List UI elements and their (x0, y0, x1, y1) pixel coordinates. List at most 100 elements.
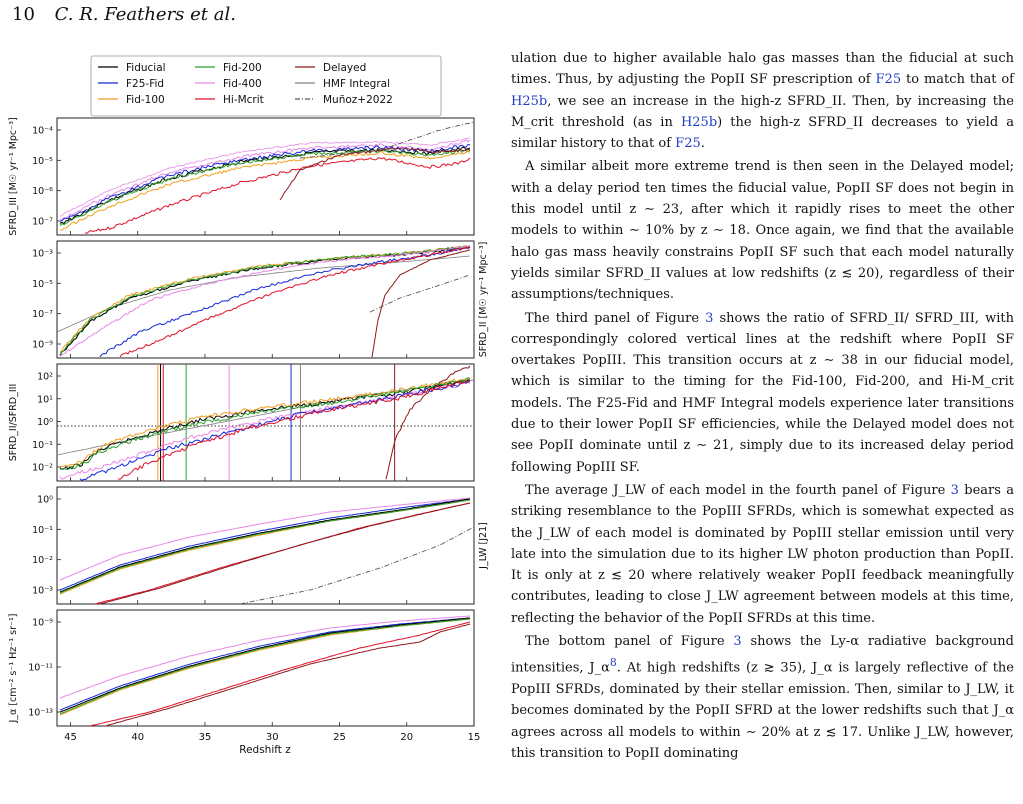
panel-frame (56, 363, 475, 482)
y-tick-label: 10⁻⁷ (32, 217, 53, 228)
reference-link[interactable]: F25 (875, 72, 902, 88)
text-run: ulation due to higher available halo gas… (511, 51, 1014, 88)
panel-ylabel: SFRD_III [M☉ yr⁻¹ Mpc⁻³] (8, 117, 19, 235)
series-line (56, 255, 471, 333)
text-run: shows the ratio of SFRD_II/ SFRD_III, wi… (511, 310, 1015, 475)
series-line (59, 497, 471, 581)
y-tick-label: 10⁻² (32, 555, 53, 566)
reference-link[interactable]: 3 (950, 482, 959, 498)
reference-link[interactable]: 3 (705, 310, 714, 326)
series-line (59, 617, 471, 711)
legend-label: Hi-Mcrit (223, 94, 264, 106)
series-line (369, 274, 471, 313)
series-line (59, 246, 471, 356)
series-line (117, 379, 471, 480)
y-tick-label: 10⁻⁴ (32, 126, 53, 137)
text-run: shows the Ly-α radiative background inte… (511, 634, 1014, 676)
series-line (56, 379, 475, 456)
legend-label: F25-Fid (126, 78, 164, 90)
panel-ylabel: SFRD_II/SFRD_III (8, 384, 19, 462)
series-line (94, 502, 471, 605)
panel-frame (56, 486, 475, 605)
series-line (371, 249, 471, 358)
x-tick-label: 20 (400, 732, 413, 743)
y-tick-label: 10⁻¹ (32, 525, 53, 536)
series-line (59, 498, 471, 591)
series-line (279, 147, 471, 201)
series-line (99, 246, 471, 358)
legend-box (90, 55, 442, 117)
legend-label: Delayed (323, 62, 366, 74)
series-line (79, 381, 471, 481)
text-run: , we see an increase in the high-z SFRD_… (511, 93, 1014, 130)
y-tick-label: 10¹ (37, 394, 53, 405)
y-tick-label: 10⁻³ (32, 586, 53, 597)
panel-frame (56, 117, 475, 236)
x-tick-label: 35 (199, 732, 212, 743)
series-line (59, 151, 471, 231)
text-run: . At high redshifts (z ≳ 35), J_α is lar… (511, 660, 1015, 761)
y-tick-label: 10⁰ (37, 417, 53, 428)
y-tick-label: 10⁻⁹ (32, 340, 53, 351)
running-title: C. R. Feathers et al. (54, 4, 236, 25)
series-line (89, 621, 471, 727)
panel-ylabel: SFRD_II [M☉ yr⁻¹ Mpc⁻³] (478, 242, 489, 358)
series-line (84, 157, 471, 234)
series-line (59, 618, 471, 716)
legend-label: Fiducial (126, 62, 166, 74)
reference-link[interactable]: H25b (680, 114, 718, 130)
panel-ylabel: J_α [cm⁻² s⁻¹ Hz⁻¹ sr⁻¹] (8, 613, 19, 723)
legend-label: Fid-100 (126, 94, 165, 106)
paragraph-2: A similar albeit more extreme trend is t… (511, 159, 1014, 303)
text-run: bears a striking resemblance to the PopI… (511, 482, 1014, 626)
series-line (59, 139, 471, 220)
series-line (59, 149, 471, 226)
x-tick-label: 45 (64, 732, 77, 743)
text-run: The third panel of Figure (525, 310, 706, 326)
series-line (299, 121, 475, 159)
series-line (59, 245, 471, 355)
y-tick-label: 10⁻¹ (32, 440, 53, 451)
y-tick-label: 10⁻⁹ (32, 618, 53, 629)
y-tick-label: 10⁻¹¹ (28, 663, 53, 674)
y-tick-label: 10² (37, 372, 53, 383)
series-line (59, 377, 471, 467)
x-tick-label: 30 (266, 732, 279, 743)
legend-label: HMF Integral (323, 78, 390, 90)
reference-link[interactable]: 8 (609, 656, 617, 670)
series-line (59, 377, 471, 470)
series-line (59, 499, 471, 594)
text-run: The average J_LW of each model in the fo… (525, 482, 951, 498)
series-line (59, 498, 471, 593)
panel-frame (56, 609, 475, 727)
series-line (59, 617, 471, 713)
series-line (59, 499, 471, 595)
paragraph-1: ulation due to higher available halo gas… (511, 48, 1014, 154)
text-run: . (700, 136, 705, 152)
reference-link[interactable]: F25 (675, 136, 701, 152)
legend-label: Muñoz+2022 (323, 94, 393, 106)
series-line (119, 246, 471, 358)
x-tick-label: 15 (468, 732, 481, 743)
x-tick-label: 25 (333, 732, 346, 743)
legend-label: Fid-400 (223, 78, 262, 90)
series-line (99, 502, 471, 605)
series-line (239, 526, 475, 605)
series-line (59, 615, 471, 699)
text-run: The bottom panel of Figure (525, 634, 734, 650)
y-tick-label: 10⁻⁶ (32, 186, 53, 197)
legend-label: Fid-200 (223, 62, 262, 74)
y-tick-label: 10⁻⁵ (32, 279, 53, 290)
series-line (385, 365, 471, 480)
y-tick-label: 10⁻³ (32, 249, 53, 260)
reference-link[interactable]: 3 (733, 634, 742, 650)
page-header: 10 C. R. Feathers et al. (12, 4, 236, 25)
paragraph-4: The average J_LW of each model in the fo… (511, 480, 1014, 629)
paragraph-5: The bottom panel of Figure 3 shows the L… (511, 631, 1014, 764)
reference-link[interactable]: H25b (511, 93, 548, 109)
series-line (59, 144, 471, 222)
y-tick-label: 10⁻² (32, 463, 53, 474)
body-text-column: ulation due to higher available halo gas… (511, 48, 1014, 766)
series-line (104, 623, 471, 727)
paragraph-3: The third panel of Figure 3 shows the ra… (511, 308, 1014, 478)
